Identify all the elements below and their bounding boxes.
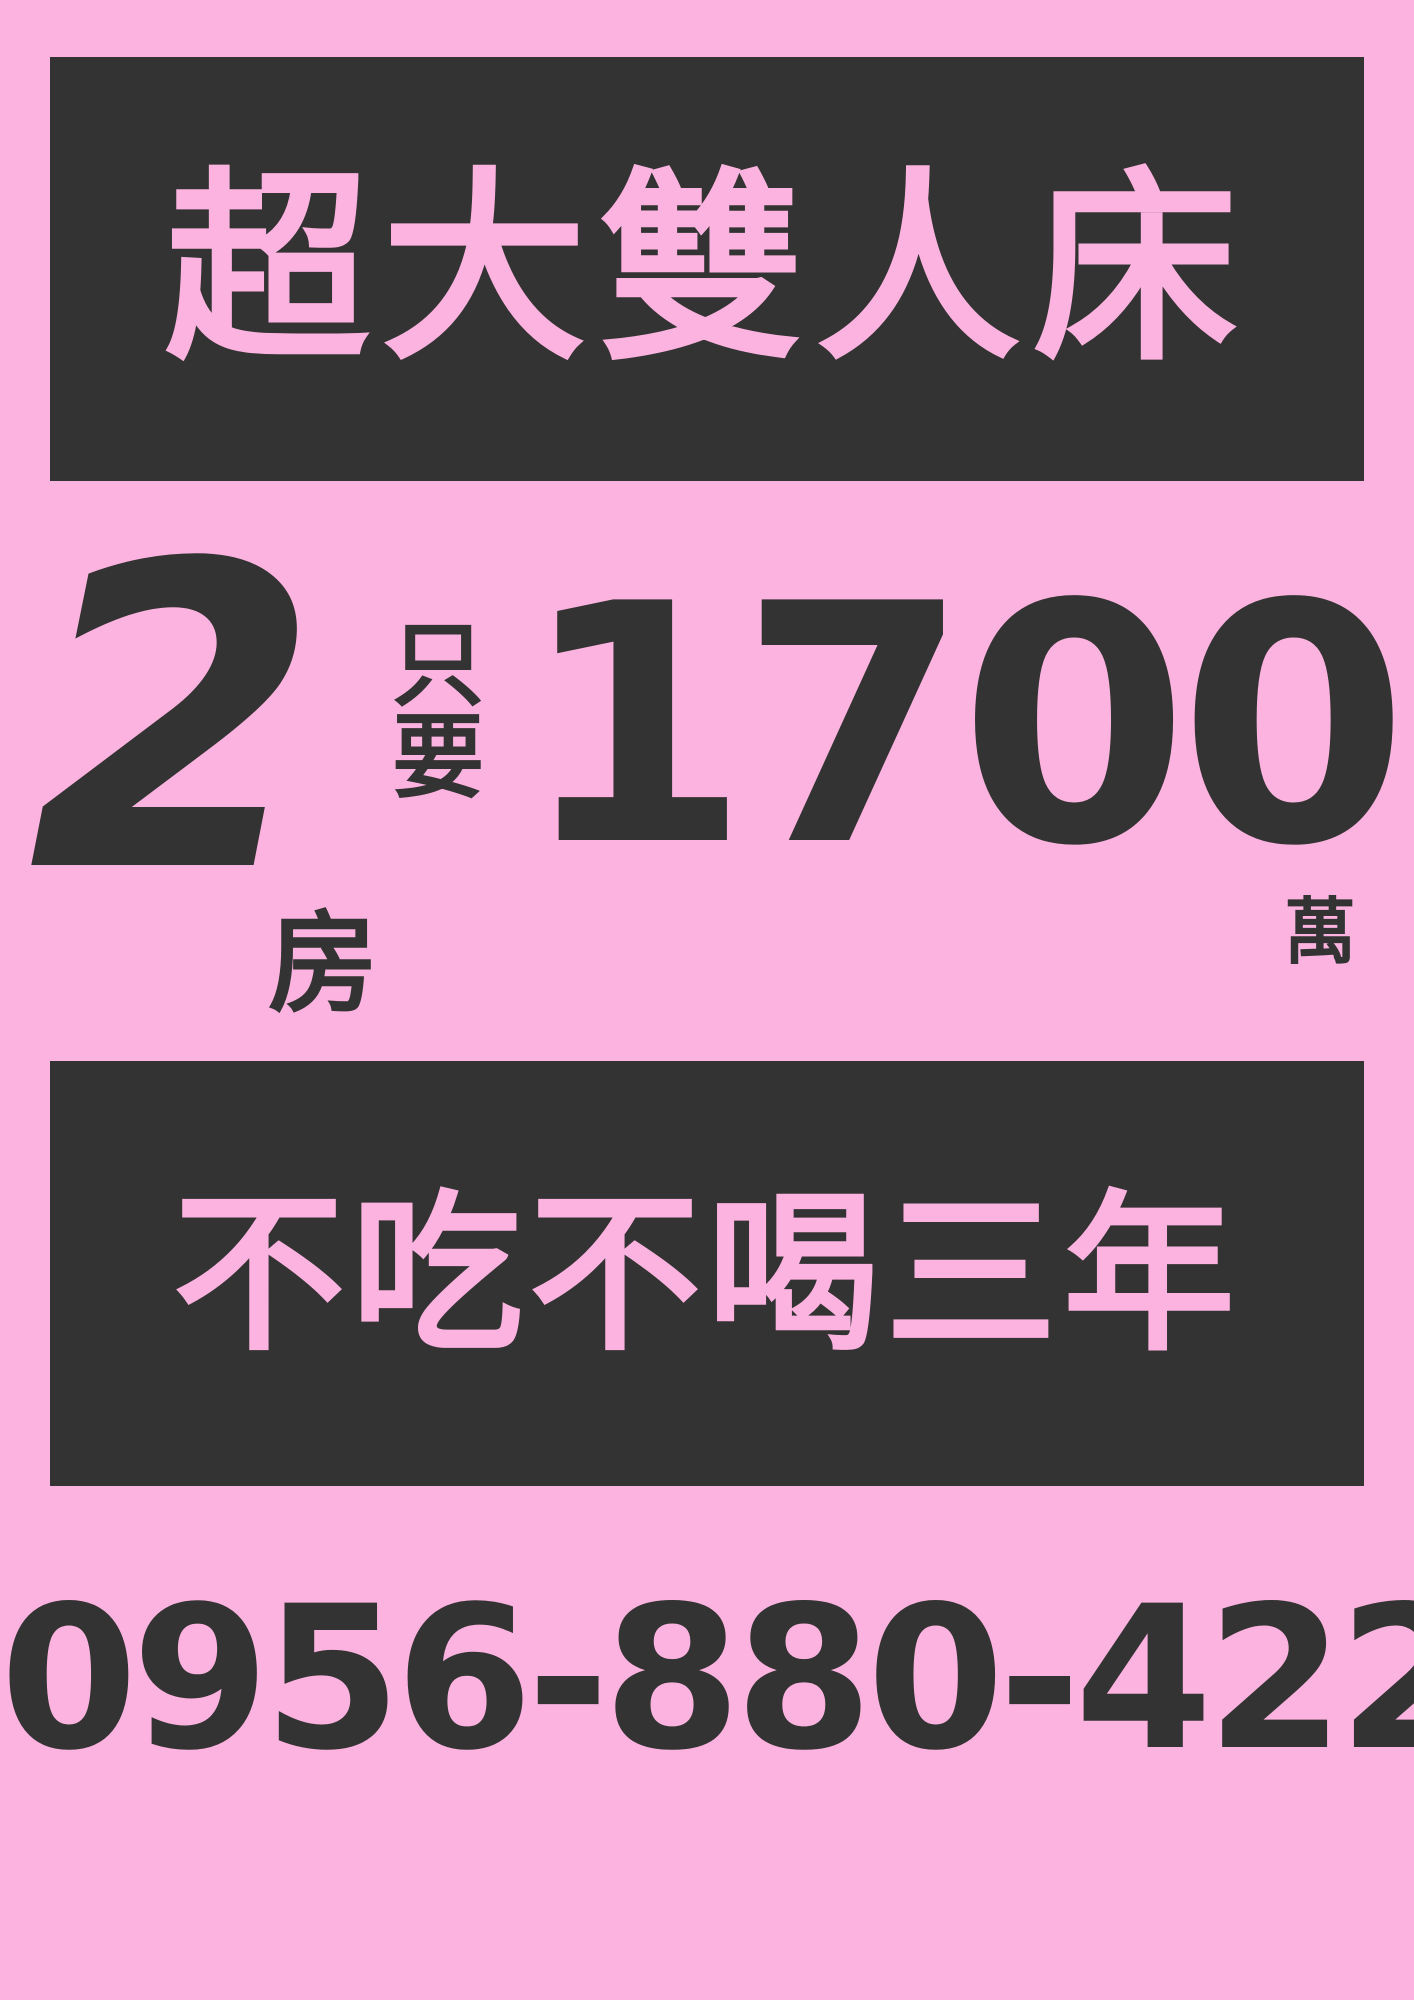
price-value: 1700: [520, 534, 1408, 918]
rooms-count: 2: [28, 476, 321, 965]
headline-text: 超大雙人床: [164, 148, 1250, 389]
tagline-banner: 不吃不喝三年: [50, 1061, 1364, 1486]
headline-banner: 超大雙人床: [50, 57, 1364, 481]
phone-number: 0956-880-422: [0, 1563, 1414, 1794]
price-section: 2 只要 房 1700 萬: [0, 481, 1414, 1061]
tagline-text: 不吃不喝三年: [173, 1171, 1241, 1375]
rooms-label: 房: [268, 899, 378, 1028]
price-unit: 萬: [1284, 889, 1357, 974]
only-need-label: 只要: [376, 616, 485, 800]
